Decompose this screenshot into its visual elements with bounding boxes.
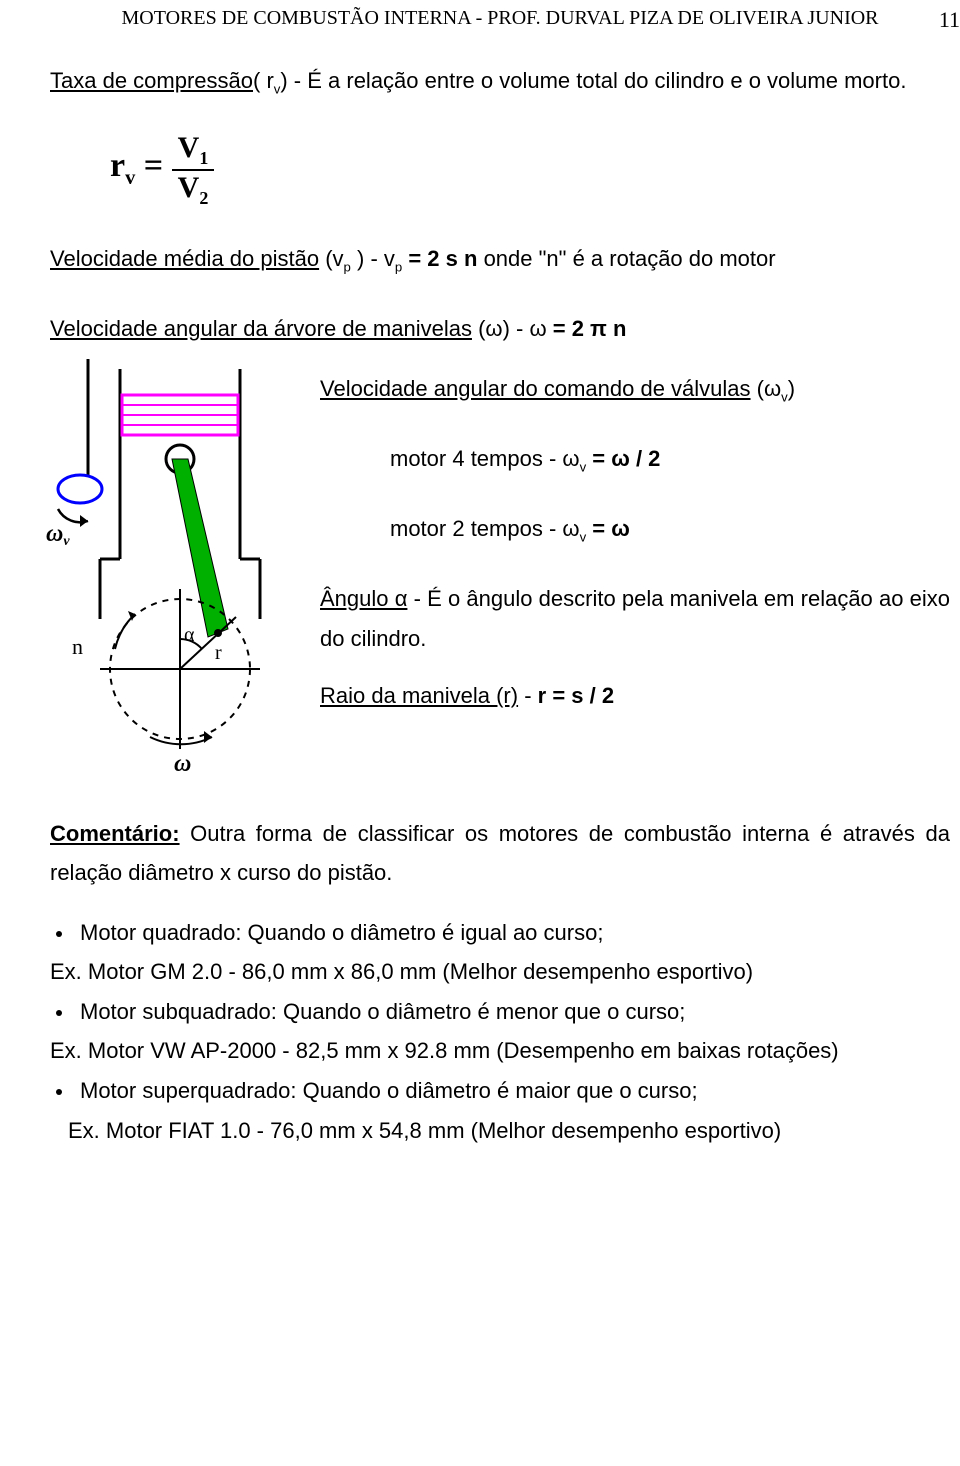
raio-label: Raio da manivela (r) <box>320 683 518 708</box>
rv-base: r <box>110 147 125 184</box>
diagram-row: n r α ω ωv Velocidade angular do comando… <box>50 369 950 789</box>
raio-formula: r = s / 2 <box>538 683 614 708</box>
motor4-line: motor 4 tempos - ωv = ω / 2 <box>390 439 950 479</box>
rv-num-base: V <box>178 131 200 164</box>
raio-dash: - <box>518 683 538 708</box>
vp-paragraph: Velocidade média do pistão (vp ) - vp = … <box>50 239 950 279</box>
motor2-pre: motor 2 tempos - ω <box>390 516 580 541</box>
rv-den-base: V <box>178 171 200 204</box>
vp-label: Velocidade média do pistão <box>50 246 319 271</box>
bullet-1: Motor quadrado: Quando o diâmetro é igua… <box>50 913 950 953</box>
bullet-icon <box>56 1010 62 1016</box>
diag-omegav-label: ωv <box>46 521 70 549</box>
diag-n-label: n <box>72 634 83 659</box>
rv-num-sub: 1 <box>199 148 208 168</box>
formula-rv: rv = V1 V2 <box>110 131 950 209</box>
angulo-label: Ângulo α <box>320 586 407 611</box>
page-number: 11 <box>939 0 960 40</box>
omega-formula: = 2 π n <box>553 316 627 341</box>
angulo-text: - É o ângulo descrito pela manivela em r… <box>320 586 950 651</box>
bullet-2-text: Motor subquadrado: Quando o diâmetro é m… <box>80 992 685 1032</box>
bullet-icon <box>56 1089 62 1095</box>
header-text: MOTORES DE COMBUSTÃO INTERNA - PROF. DUR… <box>121 7 878 29</box>
bullet-3-text: Motor superquadrado: Quando o diâmetro é… <box>80 1071 698 1111</box>
omega-paragraph: Velocidade angular da árvore de manivela… <box>50 309 950 349</box>
vp-mid: ) - v <box>351 246 395 271</box>
omega-label: Velocidade angular da árvore de manivela… <box>50 316 472 341</box>
comentario-label: Comentário: <box>50 821 180 846</box>
bullet-2: Motor subquadrado: Quando o diâmetro é m… <box>50 992 950 1032</box>
motor4-formula: = ω / 2 <box>586 446 660 471</box>
angulo-paragraph: Ângulo α - É o ângulo descrito pela mani… <box>320 579 950 658</box>
vp-after: (v <box>319 246 343 271</box>
omegav-rest: (ω <box>751 376 782 401</box>
taxa-sym-open: ( r <box>253 68 274 93</box>
omegav-close: ) <box>788 376 795 401</box>
diag-omega-label: ω <box>174 751 191 777</box>
bullet-icon <box>56 931 62 937</box>
comentario-text: Outra forma de classificar os motores de… <box>50 821 950 886</box>
ex3-line: Ex. Motor FIAT 1.0 - 76,0 mm x 54,8 mm (… <box>68 1111 950 1151</box>
comentario-paragraph: Comentário: Outra forma de classificar o… <box>50 814 950 893</box>
rv-den-sub: 2 <box>199 188 208 208</box>
vp-formula: = 2 s n <box>402 246 477 271</box>
engine-diagram: n r α ω ωv <box>40 359 300 779</box>
omegav-sub: v <box>781 389 788 404</box>
bullet-3: Motor superquadrado: Quando o diâmetro é… <box>50 1071 950 1111</box>
bullet-1-text: Motor quadrado: Quando o diâmetro é igua… <box>80 913 603 953</box>
raio-line: Raio da manivela (r) - r = s / 2 <box>320 676 950 716</box>
taxa-text: - É a relação entre o volume total do ci… <box>288 68 907 93</box>
rv-sub: v <box>125 167 135 189</box>
vp-sub1: p <box>344 259 351 274</box>
ex2-line: Ex. Motor VW AP-2000 - 82,5 mm x 92.8 mm… <box>50 1031 950 1071</box>
ex1-line: Ex. Motor GM 2.0 - 86,0 mm x 86,0 mm (Me… <box>50 952 950 992</box>
omega-v-line: Velocidade angular do comando de válvula… <box>320 369 950 409</box>
page-header: MOTORES DE COMBUSTÃO INTERNA - PROF. DUR… <box>50 0 950 36</box>
omega-rest: (ω) - ω <box>472 316 553 341</box>
motor4-pre: motor 4 tempos - ω <box>390 446 580 471</box>
diag-alpha-label: α <box>184 624 195 646</box>
diag-r-label: r <box>215 642 222 664</box>
taxa-paragraph: Taxa de compressão( rv) - É a relação en… <box>50 61 950 101</box>
omegav-label: Velocidade angular do comando de válvula… <box>320 376 751 401</box>
rv-eq: = <box>135 147 171 184</box>
motor2-formula: = ω <box>586 516 630 541</box>
taxa-label: Taxa de compressão <box>50 68 253 93</box>
taxa-sym-close: ) <box>280 68 287 93</box>
motor2-line: motor 2 tempos - ωv = ω <box>390 509 950 549</box>
vp-rest: onde "n" é a rotação do motor <box>477 246 775 271</box>
